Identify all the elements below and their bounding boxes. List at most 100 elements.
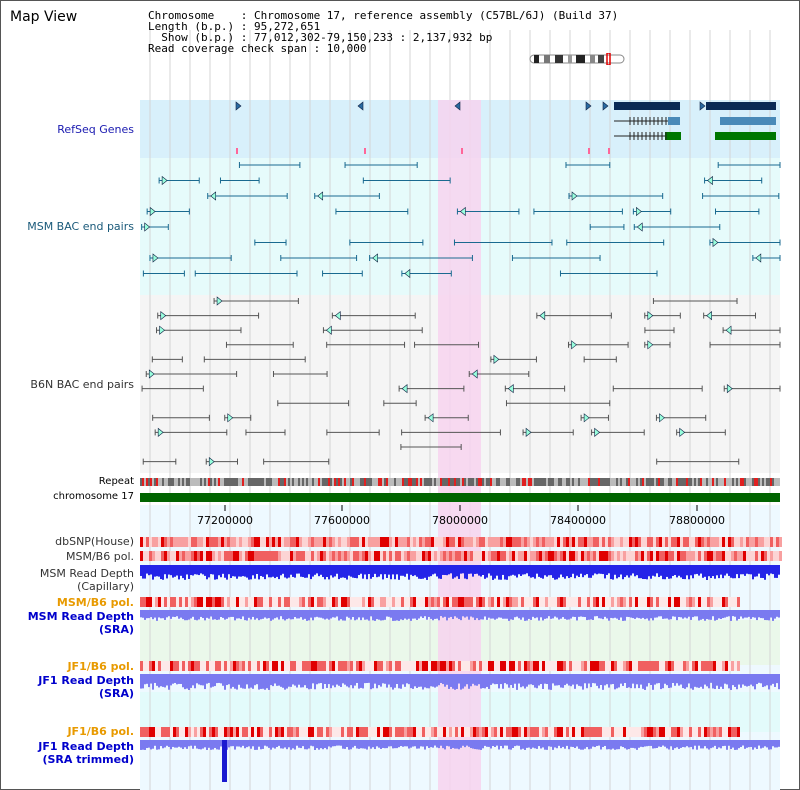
msm-pol-heat xyxy=(605,551,608,561)
repeat-tick xyxy=(694,478,696,486)
msm-sra-depth xyxy=(322,610,324,619)
track-label-msm-b6-pol-sra[interactable]: MSM/B6 pol. xyxy=(56,596,134,609)
dbsnp-heat xyxy=(200,537,203,547)
msm-pol-heat xyxy=(719,551,722,561)
repeat-tick xyxy=(328,478,330,486)
dbsnp-heat xyxy=(260,537,263,547)
track-label-msm-bac[interactable]: MSM BAC end pairs xyxy=(27,220,134,233)
jf1-pol2-heat xyxy=(536,727,539,737)
jf1-pol-heat xyxy=(506,661,509,671)
jf1-pol-heat xyxy=(236,661,239,671)
msm-sra-depth xyxy=(530,610,532,620)
repeat-tick xyxy=(518,478,520,486)
msm-sra-pol-heat xyxy=(692,597,695,607)
jf1-pol-heat xyxy=(185,661,188,671)
msm-sra-depth xyxy=(394,610,396,621)
jf1-pol2-heat xyxy=(305,727,308,737)
jf1-trimmed-depth xyxy=(308,740,310,749)
jf1-pol2-heat xyxy=(629,727,632,737)
msm-sra-depth xyxy=(252,610,254,617)
repeat-tick xyxy=(182,478,184,486)
jf1-pol2-heat xyxy=(569,727,572,737)
msm-pol-heat xyxy=(371,551,374,561)
track-label-msm-depth-capillary[interactable]: MSM Read Depth xyxy=(39,567,134,580)
jf1-pol2-heat xyxy=(263,727,266,737)
repeat-tick xyxy=(774,478,776,486)
jf1-sra-depth xyxy=(692,674,694,690)
msm-sra-depth xyxy=(732,610,734,617)
msm-pol-heat xyxy=(569,551,572,561)
msm-capillary-depth xyxy=(266,565,268,575)
jf1-pol2-heat xyxy=(470,727,473,737)
msm-capillary-depth xyxy=(576,565,578,576)
jf1-pol2-heat xyxy=(737,727,740,737)
track-label-repeat[interactable]: Repeat xyxy=(98,476,134,487)
track-label-jf1-depth-trimmed[interactable]: JF1 Read Depth xyxy=(38,740,134,753)
jf1-trimmed-depth xyxy=(718,740,720,748)
track-label-jf1-b6-pol[interactable]: JF1/B6 pol. xyxy=(67,660,134,673)
jf1-trimmed-depth xyxy=(594,740,596,748)
jf1-pol2-heat xyxy=(635,727,638,737)
jf1-pol2-heat xyxy=(413,727,416,737)
jf1-trimmed-depth xyxy=(186,740,188,749)
jf1-trimmed-depth xyxy=(732,740,734,748)
jf1-pol-heat xyxy=(728,661,731,671)
repeat-tick xyxy=(364,478,366,486)
track-label-dbsnp[interactable]: dbSNP(House) xyxy=(55,535,134,548)
msm-sra-depth xyxy=(390,610,392,618)
b6n-bac-pair-arrow xyxy=(647,310,654,321)
repeat-tick xyxy=(208,478,210,486)
track-label-msm-b6-pol[interactable]: MSM/B6 pol. xyxy=(66,550,134,563)
jf1-sra-depth xyxy=(776,674,778,684)
msm-capillary-depth xyxy=(368,565,370,575)
repeat-tick xyxy=(630,478,632,486)
jf1-trimmed-depth xyxy=(556,740,558,749)
msm-sra-pol-heat xyxy=(473,597,476,607)
msm-sra-pol-heat xyxy=(455,597,458,607)
jf1-sra-depth xyxy=(432,674,434,687)
jf1-pol-heat xyxy=(395,661,398,671)
repeat-tick xyxy=(696,478,698,486)
msm-capillary-depth xyxy=(750,565,752,575)
msm-capillary-depth xyxy=(642,565,644,580)
jf1-pol2-heat xyxy=(152,727,155,737)
jf1-trimmed-depth xyxy=(508,740,510,750)
msm-sra-depth xyxy=(734,610,736,617)
msm-capillary-depth xyxy=(318,565,320,577)
msm-sra-pol-heat xyxy=(197,597,200,607)
msm-sra-depth xyxy=(540,610,542,618)
track-label-jf1-b6-pol-2[interactable]: JF1/B6 pol. xyxy=(67,725,134,738)
msm-sra-pol-heat xyxy=(149,597,152,607)
dbsnp-heat xyxy=(455,537,458,547)
position-axis: 77200000 77600000 78000000 78400000 78800000 xyxy=(197,505,725,527)
dbsnp-heat xyxy=(599,537,602,547)
repeat-tick xyxy=(550,478,552,486)
track-label-jf1-depth-sra[interactable]: JF1 Read Depth xyxy=(38,674,134,687)
chromosome-ideogram[interactable] xyxy=(528,53,628,65)
msm-sra-depth xyxy=(744,610,746,618)
msm-capillary-depth xyxy=(550,565,552,576)
jf1-pol2-heat xyxy=(437,727,440,737)
msm-pol-heat xyxy=(641,551,644,561)
jf1-trimmed-depth xyxy=(578,740,580,749)
msm-capillary-depth xyxy=(748,565,750,575)
track-label-msm-depth-sra[interactable]: MSM Read Depth xyxy=(27,610,134,623)
msm-sra-depth xyxy=(730,610,732,621)
msm-sra-depth xyxy=(412,610,414,619)
track-label-refseq[interactable]: RefSeq Genes xyxy=(57,123,134,136)
msm-capillary-depth xyxy=(656,565,658,574)
msm-bac-pair-arrow xyxy=(149,206,156,217)
repeat-tick xyxy=(268,478,270,486)
msm-pol-heat xyxy=(155,551,158,561)
dbsnp-heat xyxy=(584,537,587,547)
track-label-b6n-bac[interactable]: B6N BAC end pairs xyxy=(30,378,134,391)
dbsnp-heat xyxy=(383,537,386,547)
repeat-tick xyxy=(614,478,616,486)
jf1-trimmed-depth xyxy=(418,740,420,749)
track-label-chromosome[interactable]: chromosome 17 xyxy=(53,491,134,502)
axis-tick-label: 77600000 xyxy=(314,514,370,527)
msm-pol-heat xyxy=(761,551,764,561)
jf1-pol-heat xyxy=(707,661,710,671)
jf1-trimmed-depth xyxy=(246,740,248,748)
msm-sra-pol-heat xyxy=(482,597,485,607)
